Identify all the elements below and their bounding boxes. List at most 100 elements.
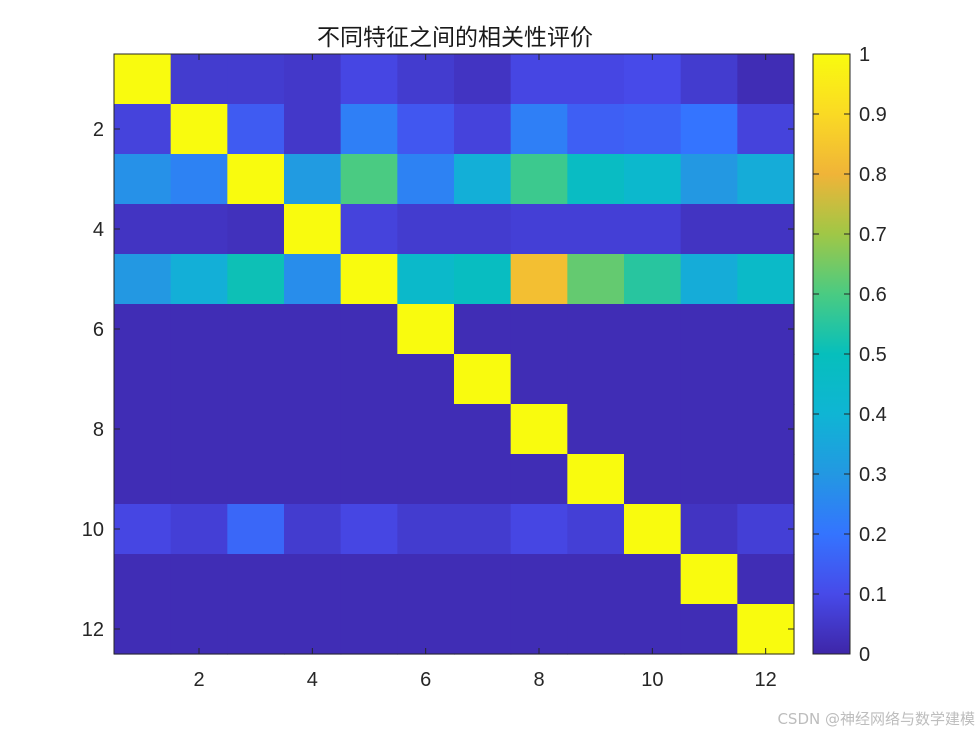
heatmap-cell [624,104,682,155]
heatmap-cell [114,154,172,205]
heatmap-cell [170,154,228,205]
heatmap-cell [737,254,795,305]
heatmap-cell [737,554,795,605]
heatmap-cell [340,454,398,505]
heatmap-cell [624,254,682,305]
heatmap-cell [454,454,512,505]
heatmap-cell [567,354,625,405]
heatmap-cell [567,204,625,255]
x-tick-label: 10 [641,669,663,691]
heatmap-cell [170,354,228,405]
heatmap-cell [227,454,285,505]
heatmap-cell [340,54,398,105]
heatmap-cell [170,204,228,255]
heatmap-cell [510,104,568,155]
heatmap-cell [397,404,455,455]
heatmap-cell [624,404,682,455]
heatmap-cell [510,254,568,305]
heatmap-cell [737,454,795,505]
heatmap-cell [340,154,398,205]
heatmap-cell [284,204,342,255]
heatmap-cell [397,104,455,155]
heatmap-cell [680,504,738,555]
x-tick-label: 2 [193,669,204,691]
heatmap-cell [340,404,398,455]
heatmap-cell [624,604,682,655]
heatmap-cell [680,604,738,655]
heatmap-cell [737,604,795,655]
colorbar-tick-label: 0 [859,644,870,666]
heatmap-cell [340,304,398,355]
heatmap-cell [397,354,455,405]
x-tick-label: 8 [533,669,544,691]
heatmap-cell [680,304,738,355]
heatmap-cell [567,254,625,305]
y-tick-label: 12 [82,619,104,641]
heatmap-cell [397,304,455,355]
heatmap-cell [397,504,455,555]
heatmap-cell [227,604,285,655]
heatmap-cell [340,604,398,655]
heatmap-cell [737,154,795,205]
heatmap-cell [340,554,398,605]
heatmap-cell [284,454,342,505]
heatmap-cell [114,54,172,105]
colorbar-tick-label: 0.7 [859,224,887,246]
heatmap-cell [737,304,795,355]
heatmap-frame [113,53,795,655]
heatmap-cell [170,554,228,605]
heatmap-cell [737,354,795,405]
heatmap-cell [114,454,172,505]
heatmap-cell [454,104,512,155]
heatmap-cell [397,254,455,305]
heatmap-cell [510,554,568,605]
heatmap-cell [510,604,568,655]
heatmap-cell [680,354,738,405]
heatmap-cell [284,404,342,455]
y-axis: 2 4 6 8 10 12 [82,119,794,641]
heatmap-cell [737,504,795,555]
heatmap-cell [284,254,342,305]
colorbar: 0 0.1 0.2 0.3 0.4 0.5 0.6 0.7 0.8 0.9 1 [812,44,887,666]
heatmap-cell [284,354,342,405]
heatmap-cell [567,404,625,455]
heatmap-cell [340,204,398,255]
heatmap-cell [227,354,285,405]
heatmap-cell [284,104,342,155]
y-tick-label: 8 [93,419,104,441]
heatmap-cell [567,454,625,505]
heatmap-cell [454,404,512,455]
colorbar-tick-label: 0.5 [859,344,887,366]
x-tick-label: 6 [420,669,431,691]
heatmap-cell [284,554,342,605]
heatmap-cell [284,54,342,105]
heatmap-cell [737,54,795,105]
heatmap-cell [680,554,738,605]
heatmap-cell [624,354,682,405]
heatmap-cell [510,354,568,405]
heatmap-cell [170,454,228,505]
heatmap-cell [680,54,738,105]
colorbar-tick-label: 0.3 [859,464,887,486]
x-tick-label: 12 [755,669,777,691]
heatmap-cell [510,404,568,455]
heatmap-cell [227,54,285,105]
colorbar-tick-label: 0.1 [859,584,887,606]
heatmap-cell [170,304,228,355]
heatmap-cell [624,204,682,255]
heatmap-cell [510,204,568,255]
heatmap-cell [624,54,682,105]
heatmap-cell [227,254,285,305]
heatmap-cell [510,154,568,205]
y-tick-label: 4 [93,219,104,241]
heatmap-cell [454,204,512,255]
y-tick-label: 2 [93,119,104,141]
heatmap-cell [567,54,625,105]
heatmap-cell [454,304,512,355]
colorbar-tick-label: 0.2 [859,524,887,546]
heatmap-cell [170,404,228,455]
heatmap-cell [227,504,285,555]
heatmap-cell [510,54,568,105]
heatmap-cell [170,104,228,155]
